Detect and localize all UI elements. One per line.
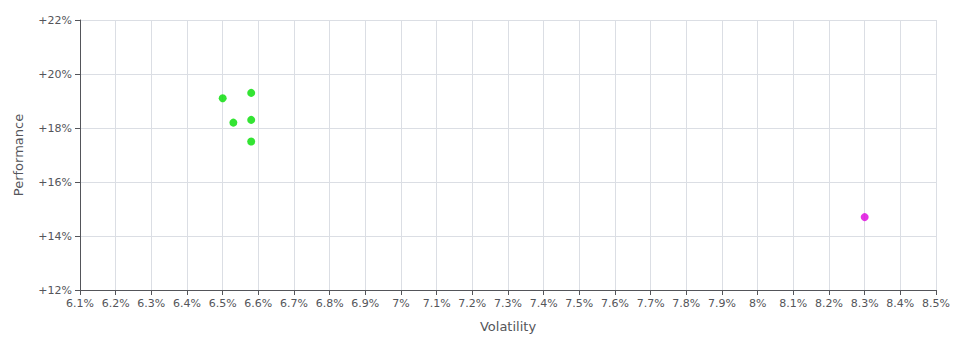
svg-text:+14%: +14% (38, 230, 72, 243)
svg-text:7.9%: 7.9% (708, 297, 736, 310)
svg-text:8%: 8% (749, 297, 766, 310)
svg-text:6.5%: 6.5% (209, 297, 237, 310)
svg-text:6.8%: 6.8% (316, 297, 344, 310)
svg-text:7.2%: 7.2% (458, 297, 486, 310)
svg-text:7.4%: 7.4% (530, 297, 558, 310)
svg-text:6.2%: 6.2% (102, 297, 130, 310)
svg-text:Volatility: Volatility (480, 319, 536, 334)
svg-text:8.3%: 8.3% (851, 297, 879, 310)
svg-text:7.8%: 7.8% (672, 297, 700, 310)
svg-text:6.1%: 6.1% (66, 297, 94, 310)
svg-text:6.9%: 6.9% (351, 297, 379, 310)
svg-text:6.3%: 6.3% (137, 297, 165, 310)
svg-text:6.6%: 6.6% (244, 297, 272, 310)
svg-text:7%: 7% (392, 297, 409, 310)
svg-text:8.1%: 8.1% (779, 297, 807, 310)
svg-text:+20%: +20% (38, 68, 72, 81)
svg-text:6.4%: 6.4% (173, 297, 201, 310)
svg-text:+16%: +16% (38, 176, 72, 189)
svg-text:+18%: +18% (38, 122, 72, 135)
svg-text:6.7%: 6.7% (280, 297, 308, 310)
svg-text:7.1%: 7.1% (423, 297, 451, 310)
svg-text:+12%: +12% (38, 284, 72, 297)
svg-text:7.5%: 7.5% (565, 297, 593, 310)
svg-text:8.5%: 8.5% (922, 297, 950, 310)
svg-text:+22%: +22% (38, 14, 72, 27)
svg-text:7.6%: 7.6% (601, 297, 629, 310)
svg-text:Performance: Performance (11, 114, 26, 196)
svg-text:7.3%: 7.3% (494, 297, 522, 310)
svg-text:7.7%: 7.7% (637, 297, 665, 310)
svg-text:8.4%: 8.4% (886, 297, 914, 310)
svg-text:8.2%: 8.2% (815, 297, 843, 310)
